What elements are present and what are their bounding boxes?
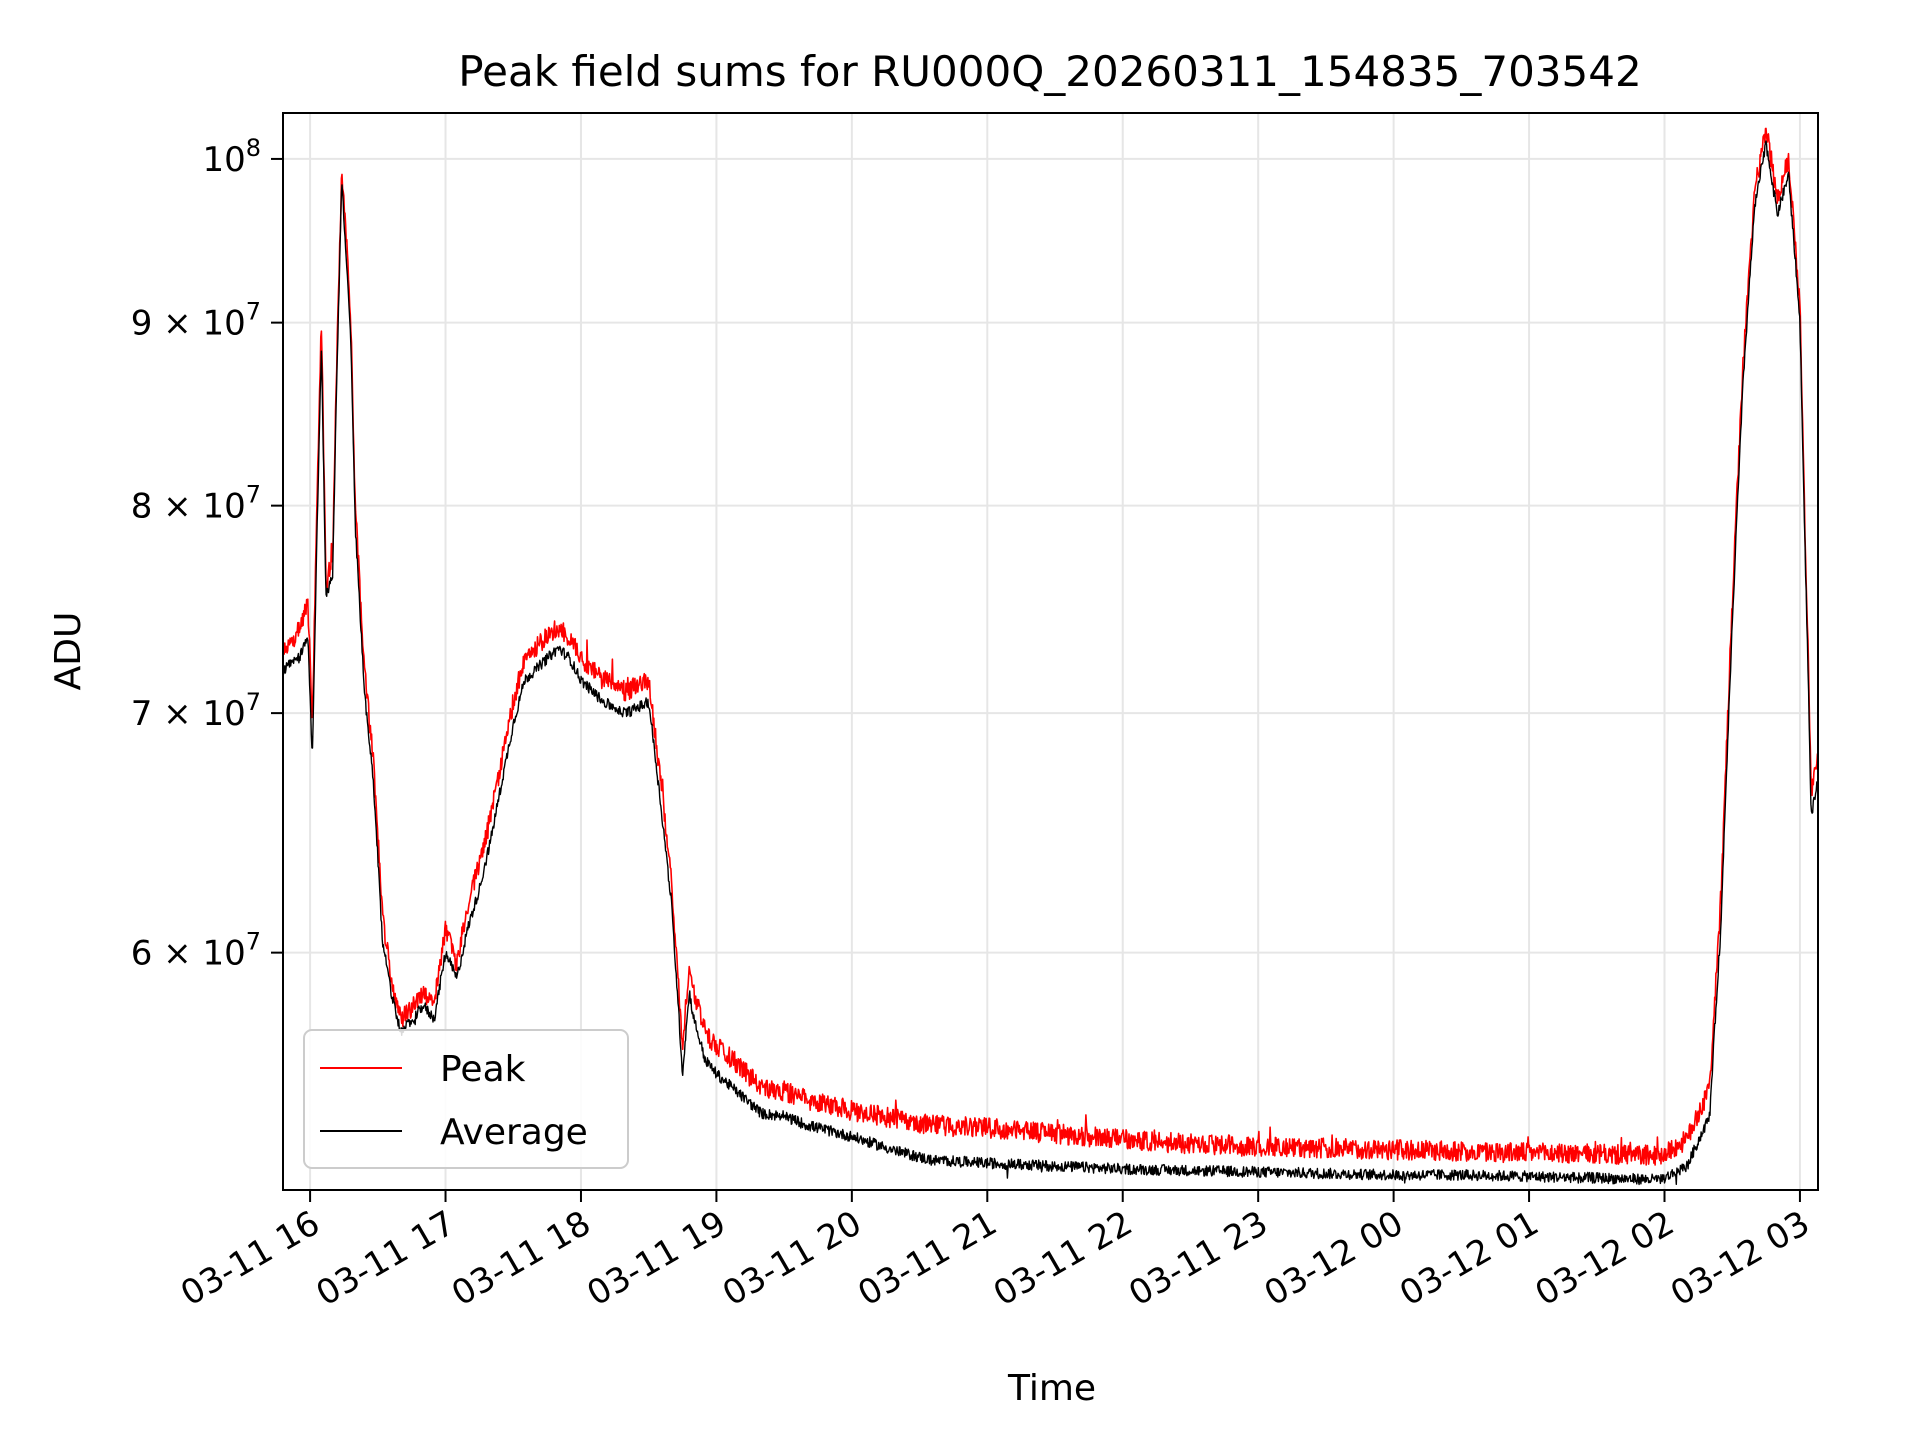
y-tick-label: 9 × 107 [131, 298, 261, 344]
y-tick-label: 108 [202, 134, 261, 180]
legend-label-peak: Peak [440, 1049, 526, 1090]
y-axis: 6 × 107 7 × 107 8 × 107 9 × 107 108 [131, 134, 283, 974]
legend-box [303, 1029, 629, 1169]
series-line-average [283, 140, 1818, 1186]
legend-label-average: Average [440, 1112, 588, 1153]
series-layer [283, 127, 1818, 1186]
series-line-peak [283, 127, 1818, 1166]
grid [283, 113, 1818, 1190]
y-tick-label: 7 × 107 [131, 688, 261, 734]
legend: Peak Average [303, 1029, 629, 1169]
chart-title: Peak field sums for RU000Q_20260311_1548… [458, 47, 1641, 96]
plot-frame [282, 112, 1819, 1191]
y-axis-label: ADU [48, 612, 89, 691]
y-tick-label: 8 × 107 [131, 481, 261, 527]
x-axis-label: Time [1007, 1368, 1096, 1409]
y-tick-label: 6 × 107 [131, 928, 261, 974]
